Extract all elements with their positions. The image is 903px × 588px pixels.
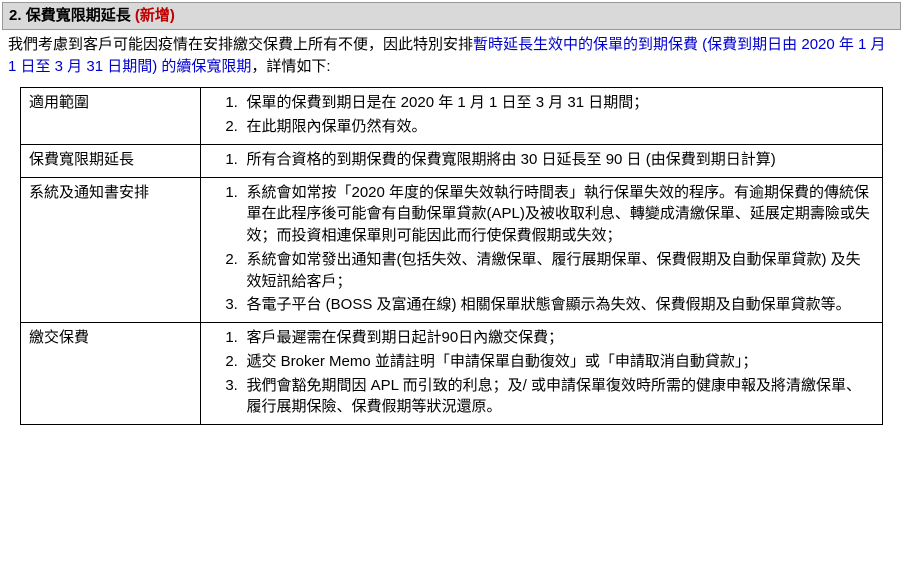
row-content: 系統會如常按「2020 年度的保單失效執行時間表」執行保單失效的程序。有逾期保費… xyxy=(201,177,883,323)
row-content: 客戶最遲需在保費到期日起計90日內繳交保費；遞交 Broker Memo 並請註… xyxy=(201,323,883,425)
row-content: 所有合資格的到期保費的保費寬限期將由 30 日延長至 90 日 (由保費到期日計… xyxy=(201,144,883,177)
list-item: 保單的保費到期日是在 2020 年 1 月 1 日至 3 月 31 日期間； xyxy=(242,92,874,114)
row-label: 繳交保費 xyxy=(21,323,201,425)
table-row: 保費寬限期延長 所有合資格的到期保費的保費寬限期將由 30 日延長至 90 日 (… xyxy=(21,144,883,177)
list-item: 各電子平台 (BOSS 及富通在線) 相關保單狀態會顯示為失效、保費假期及自動保… xyxy=(242,294,874,316)
intro-suffix: ，詳情如下: xyxy=(251,58,330,75)
numbered-list: 系統會如常按「2020 年度的保單失效執行時間表」執行保單失效的程序。有逾期保費… xyxy=(209,182,874,317)
list-item: 在此期限內保單仍然有效。 xyxy=(242,116,874,138)
new-tag: (新增) xyxy=(135,7,175,24)
row-label: 適用範圍 xyxy=(21,88,201,145)
row-label: 保費寬限期延長 xyxy=(21,144,201,177)
list-item: 系統會如常按「2020 年度的保單失效執行時間表」執行保單失效的程序。有逾期保費… xyxy=(242,182,874,247)
list-item: 遞交 Broker Memo 並請註明「申請保單自動復效」或「申請取消自動貸款」… xyxy=(242,351,874,373)
list-item: 系統會如常發出通知書(包括失效、清繳保單、履行展期保單、保費假期及自動保單貸款)… xyxy=(242,249,874,293)
row-label: 系統及通知書安排 xyxy=(21,177,201,323)
numbered-list: 客戶最遲需在保費到期日起計90日內繳交保費；遞交 Broker Memo 並請註… xyxy=(209,327,874,418)
details-table: 適用範圍保單的保費到期日是在 2020 年 1 月 1 日至 3 月 31 日期… xyxy=(20,87,883,425)
intro-paragraph: 我們考慮到客戶可能因疫情在安排繳交保費上所有不便，因此特別安排暫時延長生效中的保… xyxy=(2,30,901,88)
section-title: 保費寬限期延長 xyxy=(26,7,131,24)
numbered-list: 所有合資格的到期保費的保費寬限期將由 30 日延長至 90 日 (由保費到期日計… xyxy=(209,149,874,171)
section-number: 2. xyxy=(9,7,22,24)
section-header: 2. 保費寬限期延長 (新增) xyxy=(2,2,901,30)
row-content: 保單的保費到期日是在 2020 年 1 月 1 日至 3 月 31 日期間；在此… xyxy=(201,88,883,145)
table-row: 系統及通知書安排系統會如常按「2020 年度的保單失效執行時間表」執行保單失效的… xyxy=(21,177,883,323)
list-item: 我們會豁免期間因 APL 而引致的利息；及/ 或申請保單復效時所需的健康申報及將… xyxy=(242,375,874,419)
list-item: 所有合資格的到期保費的保費寬限期將由 30 日延長至 90 日 (由保費到期日計… xyxy=(242,149,874,171)
numbered-list: 保單的保費到期日是在 2020 年 1 月 1 日至 3 月 31 日期間；在此… xyxy=(209,92,874,138)
table-row: 繳交保費客戶最遲需在保費到期日起計90日內繳交保費；遞交 Broker Memo… xyxy=(21,323,883,425)
intro-prefix: 我們考慮到客戶可能因疫情在安排繳交保費上所有不便，因此特別安排 xyxy=(8,36,473,53)
table-row: 適用範圍保單的保費到期日是在 2020 年 1 月 1 日至 3 月 31 日期… xyxy=(21,88,883,145)
list-item: 客戶最遲需在保費到期日起計90日內繳交保費； xyxy=(242,327,874,349)
